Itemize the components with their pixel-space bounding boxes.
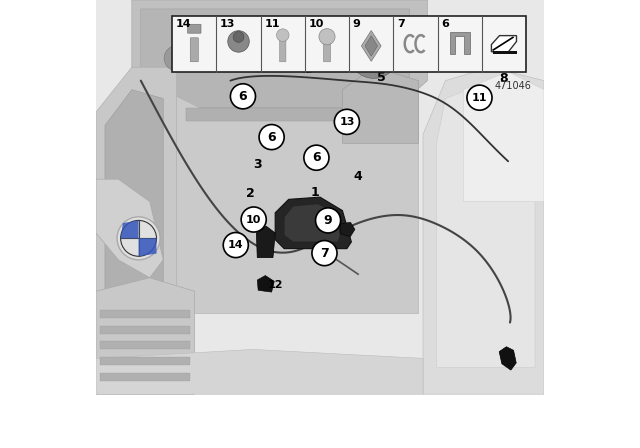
Text: 11: 11 — [264, 19, 280, 29]
Circle shape — [355, 35, 392, 73]
Circle shape — [117, 217, 160, 260]
Polygon shape — [100, 373, 190, 381]
Polygon shape — [365, 36, 378, 56]
Circle shape — [295, 47, 320, 72]
Text: 5: 5 — [376, 71, 385, 84]
Text: 1: 1 — [310, 186, 319, 199]
Polygon shape — [186, 108, 387, 121]
Polygon shape — [139, 238, 157, 256]
Polygon shape — [121, 220, 139, 238]
Text: 14: 14 — [228, 240, 244, 250]
Text: 13: 13 — [300, 55, 315, 65]
FancyBboxPatch shape — [96, 0, 544, 448]
Text: 3: 3 — [253, 158, 262, 171]
Polygon shape — [141, 9, 410, 108]
Polygon shape — [100, 341, 190, 349]
Text: 471046: 471046 — [495, 81, 531, 90]
Text: 6: 6 — [312, 151, 321, 164]
Text: 6: 6 — [239, 90, 247, 103]
Circle shape — [316, 208, 340, 233]
Circle shape — [467, 85, 492, 110]
Polygon shape — [257, 226, 275, 258]
FancyBboxPatch shape — [190, 38, 198, 62]
Polygon shape — [492, 36, 516, 52]
Text: 6: 6 — [268, 130, 276, 144]
FancyBboxPatch shape — [280, 34, 286, 62]
Circle shape — [241, 207, 266, 232]
Circle shape — [349, 29, 398, 78]
Circle shape — [223, 233, 248, 258]
Polygon shape — [275, 197, 351, 249]
Text: 4: 4 — [354, 170, 362, 184]
Circle shape — [164, 46, 189, 71]
Polygon shape — [100, 326, 190, 334]
Polygon shape — [423, 67, 544, 394]
Text: 10: 10 — [246, 215, 261, 224]
Circle shape — [312, 241, 337, 266]
FancyBboxPatch shape — [323, 36, 331, 62]
Text: 7: 7 — [320, 246, 329, 260]
Polygon shape — [96, 0, 544, 381]
Circle shape — [233, 32, 244, 43]
Circle shape — [259, 125, 284, 150]
Circle shape — [228, 30, 249, 52]
Text: 7: 7 — [397, 19, 404, 29]
Polygon shape — [96, 67, 177, 314]
Polygon shape — [96, 349, 423, 394]
Text: 13: 13 — [220, 19, 236, 29]
Text: 14: 14 — [176, 19, 191, 29]
Polygon shape — [450, 32, 470, 54]
Circle shape — [230, 84, 255, 109]
Text: 2: 2 — [246, 187, 255, 200]
Text: 13: 13 — [339, 117, 355, 127]
Polygon shape — [96, 278, 195, 394]
Polygon shape — [284, 204, 340, 242]
Circle shape — [319, 29, 335, 45]
Polygon shape — [342, 67, 419, 143]
FancyBboxPatch shape — [493, 51, 516, 54]
Text: 6: 6 — [441, 19, 449, 29]
Polygon shape — [499, 347, 516, 370]
Text: 12: 12 — [268, 280, 283, 290]
Circle shape — [276, 29, 289, 41]
Polygon shape — [257, 276, 275, 292]
Polygon shape — [163, 90, 419, 314]
Circle shape — [304, 145, 329, 170]
Circle shape — [334, 109, 360, 134]
Polygon shape — [100, 310, 190, 318]
Text: 9: 9 — [324, 214, 332, 227]
Polygon shape — [340, 222, 355, 237]
Text: 9: 9 — [353, 19, 360, 29]
Text: 10: 10 — [308, 19, 324, 29]
Polygon shape — [105, 90, 163, 291]
Polygon shape — [436, 81, 535, 367]
Polygon shape — [362, 30, 381, 61]
Polygon shape — [132, 0, 428, 112]
Polygon shape — [463, 72, 544, 202]
Text: 8: 8 — [499, 72, 508, 85]
FancyBboxPatch shape — [172, 16, 526, 72]
Polygon shape — [96, 179, 163, 278]
Text: 11: 11 — [472, 93, 487, 103]
Polygon shape — [100, 357, 190, 365]
FancyBboxPatch shape — [188, 24, 201, 33]
